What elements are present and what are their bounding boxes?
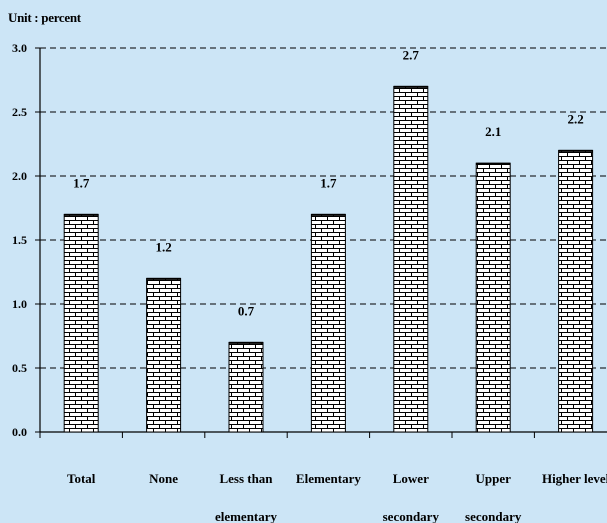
x-category-label: secondary xyxy=(465,509,522,523)
x-category-label: Upper xyxy=(476,471,512,486)
x-category-label: Lower xyxy=(393,471,429,486)
x-category-label: Higher level xyxy=(542,471,607,486)
bar-value-label: 1.7 xyxy=(73,175,90,190)
x-category-label: Elementary xyxy=(296,471,361,486)
y-tick-label: 1.0 xyxy=(12,297,27,311)
bar xyxy=(146,277,182,433)
x-category-label: Total xyxy=(67,471,96,486)
bar-value-label: 2.1 xyxy=(485,124,501,139)
x-category-label: Less than xyxy=(219,471,273,486)
x-category-label: secondary xyxy=(383,509,440,523)
x-category-label: elementary xyxy=(215,509,278,523)
bar-value-label: 2.2 xyxy=(567,111,583,126)
y-tick-label: 0.0 xyxy=(12,425,27,439)
y-tick-label: 0.5 xyxy=(12,361,27,375)
y-tick-label: 2.0 xyxy=(12,169,27,183)
y-tick-label: 1.5 xyxy=(12,233,27,247)
bar-value-label: 1.2 xyxy=(155,239,171,254)
bar-value-label: 1.7 xyxy=(320,175,337,190)
bar-value-label: 0.7 xyxy=(238,303,255,318)
bar xyxy=(558,149,594,433)
x-category-label: None xyxy=(149,471,178,486)
bar xyxy=(228,341,264,433)
bar xyxy=(310,213,346,433)
bar xyxy=(63,213,99,433)
y-tick-label: 2.5 xyxy=(12,105,27,119)
bar xyxy=(393,85,429,433)
bar-value-label: 2.7 xyxy=(403,47,420,62)
unit-label: Unit : percent xyxy=(8,10,81,25)
bar xyxy=(475,162,511,433)
y-tick-label: 3.0 xyxy=(12,41,27,55)
